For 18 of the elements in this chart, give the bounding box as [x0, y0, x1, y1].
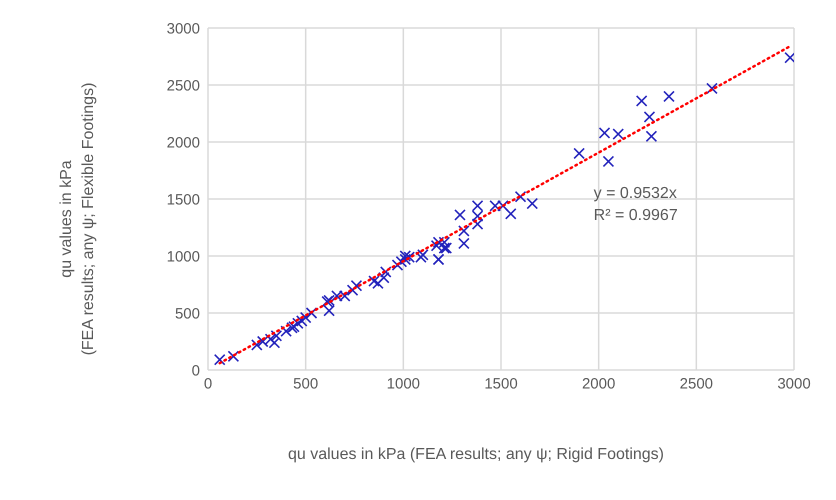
- annotation: R² = 0.9967: [594, 206, 678, 225]
- annotation: y = 0.9532x: [594, 184, 677, 203]
- y-tick-label: 2500: [166, 77, 200, 94]
- y-tick-label: 3000: [166, 20, 200, 38]
- x-tick-label: 3000: [777, 376, 811, 393]
- x-tick-label: 2500: [680, 376, 714, 393]
- y-tick-label: 0: [192, 362, 200, 380]
- x-tick-label: 2000: [582, 376, 616, 393]
- x-axis-title: qu values in kPa (FEA results; any ψ; Rigid Footings): [286, 446, 665, 464]
- x-tick-label: 500: [293, 376, 318, 393]
- x-tick-label: 1500: [484, 376, 518, 393]
- y-tick-label: 1500: [166, 191, 200, 208]
- y-tick-label: 2000: [166, 134, 200, 152]
- y-tick-label: 1000: [166, 248, 200, 266]
- x-tick-label: 1000: [386, 376, 420, 393]
- x-tick-label: 0: [204, 376, 212, 393]
- y-axis-title: qu values in kPa (FEA results; any ψ; Flexible Footings): [57, 82, 98, 358]
- y-tick-label: 500: [174, 305, 200, 322]
